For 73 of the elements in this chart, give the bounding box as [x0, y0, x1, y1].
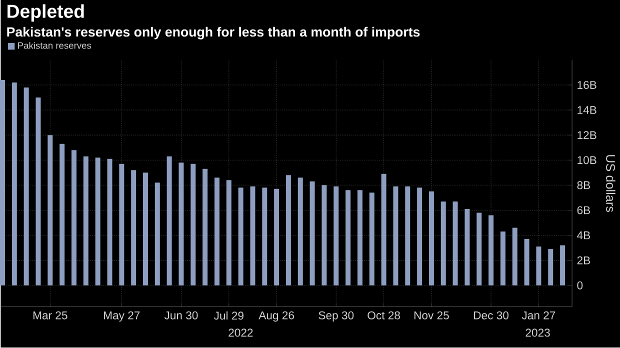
- y-tick-label: 16B: [578, 81, 596, 90]
- bar: [190, 164, 196, 286]
- bar: [393, 186, 398, 286]
- y-tick-label: 4B: [577, 232, 590, 240]
- x-tick-label: Dec 30: [474, 312, 509, 320]
- y-tick-label: 10B: [578, 156, 596, 164]
- chart-subtitle: Pakistan's reserves only enough for less than a month of imports: [7, 27, 420, 40]
- bar: [226, 180, 232, 286]
- x-tick-label: Mar 25: [33, 312, 68, 320]
- bar: [524, 239, 530, 286]
- bar: [476, 212, 482, 286]
- bar: [405, 186, 410, 286]
- bar: [166, 156, 172, 286]
- y-tick-label: 14B: [578, 106, 596, 114]
- bar: [178, 162, 184, 286]
- bar: [48, 135, 53, 286]
- bar: [238, 188, 244, 286]
- bar: [71, 150, 76, 286]
- bar: [417, 188, 422, 286]
- text: 2022: [228, 328, 253, 337]
- bar: [131, 170, 136, 286]
- x-tick-label: Jan 27: [522, 312, 556, 320]
- y-tick-label: 2B: [577, 256, 590, 264]
- bar: [357, 190, 362, 286]
- bar: [36, 98, 41, 286]
- x-tick-label: Jun 30: [164, 312, 198, 320]
- bar: [12, 82, 17, 286]
- bar: [310, 182, 315, 286]
- bar: [440, 202, 446, 286]
- bar: [250, 186, 256, 286]
- legend-label: Pakistan reserves: [18, 42, 92, 50]
- bar: [346, 190, 351, 286]
- bar: [464, 209, 470, 286]
- y-tick-label: 0: [577, 282, 583, 290]
- y-axis-title: US dollars: [606, 155, 616, 212]
- bar: [154, 182, 160, 286]
- bar: [536, 246, 542, 286]
- bar: [334, 186, 339, 286]
- bar: [548, 249, 554, 286]
- bar: [60, 144, 65, 286]
- bar: [142, 172, 148, 286]
- chart-title: Depleted: [8, 4, 84, 22]
- bar: [428, 192, 434, 286]
- bar: [24, 88, 29, 286]
- bar: [381, 174, 386, 286]
- bar: [119, 164, 124, 286]
- bar: [107, 159, 112, 286]
- bar: [214, 178, 220, 286]
- bar: [560, 245, 566, 286]
- bar: [322, 185, 327, 286]
- bar: [298, 178, 303, 286]
- bar: [512, 228, 518, 286]
- bar: [95, 158, 100, 286]
- text: 2023: [526, 328, 550, 337]
- x-tick-label: Nov 25: [414, 312, 449, 320]
- bar: [452, 202, 458, 286]
- bar: [83, 156, 88, 286]
- bar: [286, 175, 291, 286]
- y-tick-label: 6B: [577, 206, 590, 214]
- y-tick-label: 12B: [578, 131, 596, 140]
- bar: [488, 215, 494, 286]
- bar: [202, 169, 208, 286]
- x-tick-label: May 27: [104, 312, 140, 322]
- bar: [369, 192, 374, 286]
- bar: [500, 232, 506, 286]
- x-tick-label: Sep 30: [318, 312, 354, 322]
- bar: [0, 80, 5, 286]
- x-tick-label: Oct 28: [368, 312, 400, 320]
- x-tick-label: Aug 26: [258, 312, 294, 322]
- y-tick-label: 8B: [577, 181, 590, 190]
- bar: [274, 189, 280, 286]
- x-tick-label: Jul 29: [214, 312, 244, 320]
- bar: [262, 188, 268, 286]
